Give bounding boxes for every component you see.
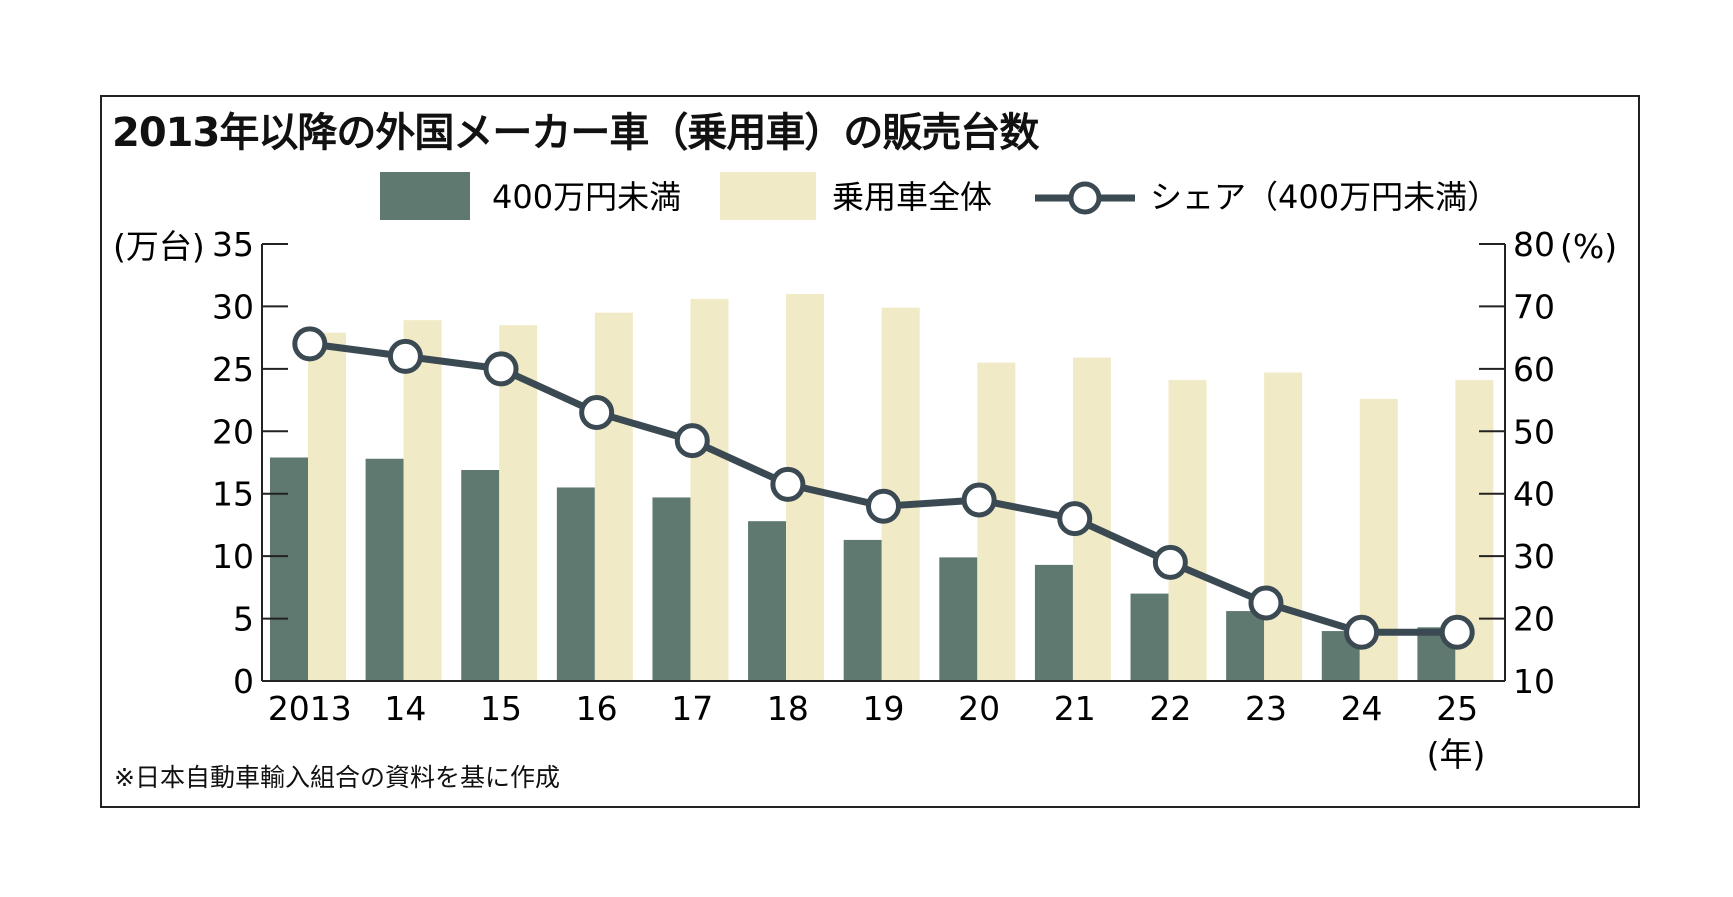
x-tick-label-22: 22 (1149, 689, 1191, 728)
share-point-23 (1248, 585, 1284, 621)
x-tick-label-15: 15 (480, 689, 522, 728)
bar-under4m-22 (1130, 593, 1169, 681)
y-left-tick-label-30: 30 (212, 287, 254, 326)
share-point-16 (579, 395, 615, 431)
bar-total-20 (977, 362, 1016, 681)
y-left-unit: (万台) (113, 227, 205, 266)
x-tick-label-17: 17 (671, 689, 713, 728)
bar-under4m-21 (1034, 564, 1073, 681)
y-right-tick-label-10: 10 (1513, 662, 1555, 701)
share-point-19 (866, 488, 901, 524)
bar-total-16 (594, 312, 633, 681)
bar-under4m-14 (365, 458, 404, 681)
y-left-tick-label-35: 35 (212, 225, 254, 264)
y-right-tick-label-70: 70 (1513, 287, 1555, 326)
legend-swatch-total (720, 172, 816, 220)
y-left-tick-label-15: 15 (212, 475, 254, 514)
bar-under4m-17 (652, 497, 691, 681)
share-point-24 (1344, 614, 1380, 650)
chart-title: 2013年以降の外国メーカー車（乗用車）の販売台数 (112, 110, 1039, 156)
x-tick-label-14: 14 (384, 689, 426, 728)
share-point-17 (674, 423, 710, 459)
share-point-25 (1439, 614, 1475, 650)
x-tick-label-21: 21 (1054, 689, 1096, 728)
y-right-tick-label-60: 60 (1513, 350, 1555, 389)
y-left-tick-label-0: 0 (233, 662, 254, 701)
legend-label-total: 乗用車全体 (832, 178, 992, 216)
y-right-tick-label-40: 40 (1513, 475, 1555, 514)
x-tick-label-23: 23 (1245, 689, 1287, 728)
y-left-tick-label-10: 10 (212, 537, 254, 576)
bars-layer (270, 293, 1494, 681)
x-tick-label-20: 20 (958, 689, 1000, 728)
x-tick-label-2013: 2013 (268, 689, 352, 728)
bar-total-17 (690, 298, 729, 681)
y-right-tick-label-20: 20 (1513, 600, 1555, 639)
y-left-tick-label-20: 20 (212, 412, 254, 451)
bar-under4m-18 (748, 521, 787, 681)
bar-under4m-20 (939, 557, 978, 681)
legend-marker-share (1068, 181, 1102, 215)
source-note: ※日本自動車輸入組合の資料を基に作成 (114, 763, 560, 792)
y-left-tick-label-25: 25 (212, 350, 254, 389)
bar-under4m-16 (556, 487, 595, 681)
share-point-2013 (292, 326, 328, 362)
bar-total-2013 (308, 332, 346, 681)
bar-total-22 (1168, 380, 1207, 681)
x-tick-label-25: 25 (1436, 689, 1478, 728)
bar-under4m-2013 (270, 457, 308, 681)
bar-total-23 (1264, 372, 1303, 681)
share-point-14 (387, 338, 423, 374)
x-tick-label-24: 24 (1341, 689, 1383, 728)
y-right-tick-label-30: 30 (1513, 537, 1555, 576)
x-unit: (年) (1427, 735, 1486, 774)
bar-under4m-19 (843, 539, 882, 681)
share-point-20 (961, 482, 997, 518)
share-point-22 (1152, 544, 1188, 580)
legend: 400万円未満 乗用車全体 シェア（400万円未満） (380, 172, 1499, 220)
share-point-15 (483, 351, 519, 387)
legend-label-under4m: 400万円未満 (492, 178, 681, 216)
legend-label-share: シェア（400万円未満） (1150, 178, 1499, 216)
y-left-tick-label-5: 5 (233, 600, 254, 639)
x-tick-label-16: 16 (576, 689, 618, 728)
share-point-18 (770, 466, 806, 502)
legend-swatch-under4m (380, 172, 470, 220)
bar-total-14 (403, 320, 442, 681)
y-right-tick-label-80: 80 (1513, 225, 1555, 264)
ticks-layer: 0 5 10 15 20 25 30 35 10 20 30 40 50 60 70 80 2013 14 15 16… (212, 225, 1555, 728)
x-tick-label-19: 19 (863, 689, 905, 728)
share-line-layer (292, 326, 1475, 650)
share-point-21 (1057, 501, 1093, 537)
x-tick-label-18: 18 (767, 689, 809, 728)
chart-frame (100, 95, 1640, 808)
y-right-tick-label-50: 50 (1513, 412, 1555, 451)
bar-under4m-15 (461, 469, 500, 681)
y-right-unit: (%) (1560, 227, 1617, 266)
bar-under4m-23 (1226, 611, 1265, 681)
axes-layer (261, 244, 1506, 682)
